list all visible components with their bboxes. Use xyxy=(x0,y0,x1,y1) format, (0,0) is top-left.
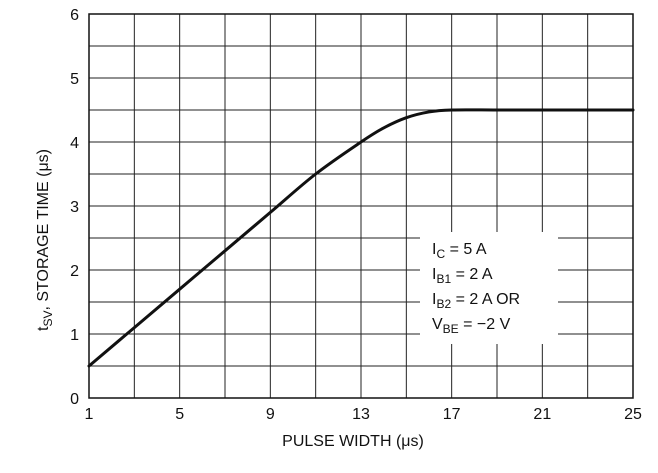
annotation-symbol: I xyxy=(432,266,436,283)
y-axis-title-rest: , STORAGE TIME (μs) xyxy=(35,149,52,311)
x-tick-label: 1 xyxy=(85,406,94,423)
y-tick-label: 4 xyxy=(70,135,79,152)
annotation-subscript: BE xyxy=(443,322,459,336)
annotation-value: = 5 A xyxy=(445,241,487,258)
y-tick-label: 2 xyxy=(70,263,79,280)
x-tick-label: 25 xyxy=(624,406,642,423)
y-tick-label: 6 xyxy=(70,7,79,24)
x-tick-labels: 1 5 9 13 17 21 25 xyxy=(85,406,642,423)
x-axis-title: PULSE WIDTH (μs) xyxy=(282,433,424,450)
y-tick-labels: 0 1 2 3 4 5 6 xyxy=(70,7,79,408)
x-tick-label: 9 xyxy=(266,406,275,423)
annotation-symbol: V xyxy=(432,316,443,333)
y-tick-label: 3 xyxy=(70,199,79,216)
annotation-background xyxy=(420,232,558,344)
plot-frame xyxy=(88,13,634,399)
y-axis-title: tSV, STORAGE TIME (μs) xyxy=(35,149,55,331)
annotation-value: = −2 V xyxy=(459,316,511,333)
y-axis-title-sub: SV xyxy=(41,311,55,327)
series-layer xyxy=(87,108,635,368)
annotation-line: IC = 5 A xyxy=(432,241,487,261)
y-tick-label: 1 xyxy=(70,327,79,344)
annotation-symbol: I xyxy=(432,241,436,258)
x-tick-label: 5 xyxy=(175,406,184,423)
x-tick-label: 13 xyxy=(352,406,370,423)
y-axis-title-main: t xyxy=(35,326,52,331)
annotation-line: IB2 = 2 A OR xyxy=(432,291,520,311)
annotation-symbol: I xyxy=(432,291,436,308)
annotation-line: VBE = −2 V xyxy=(432,316,511,336)
y-tick-label: 0 xyxy=(70,391,79,408)
x-tick-label: 17 xyxy=(443,406,461,423)
annotation-line: IB1 = 2 A xyxy=(432,266,493,286)
annotation-value: = 2 A OR xyxy=(451,291,520,308)
y-tick-label: 5 xyxy=(70,71,79,88)
x-tick-label: 21 xyxy=(533,406,551,423)
annotation-subscript: B1 xyxy=(436,272,451,286)
plot-area-border xyxy=(88,13,634,399)
annotation-value: = 2 A xyxy=(451,266,493,283)
annotation-subscript: C xyxy=(436,247,445,261)
series-line xyxy=(87,108,635,368)
annotation-subscript: B2 xyxy=(436,297,451,311)
annotation-background-box xyxy=(420,232,558,344)
